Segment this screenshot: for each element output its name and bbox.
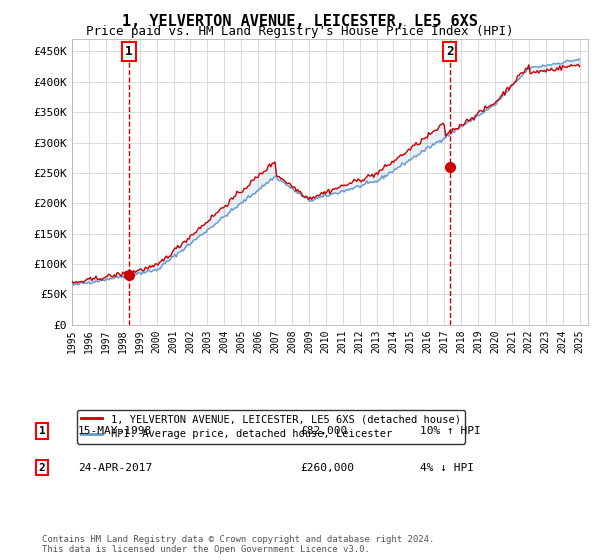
Text: 2: 2	[446, 45, 454, 58]
Text: £260,000: £260,000	[300, 463, 354, 473]
Text: 24-APR-2017: 24-APR-2017	[78, 463, 152, 473]
Legend: 1, YELVERTON AVENUE, LEICESTER, LE5 6XS (detached house), HPI: Average price, de: 1, YELVERTON AVENUE, LEICESTER, LE5 6XS …	[77, 410, 465, 444]
Text: £82,000: £82,000	[300, 426, 347, 436]
Text: 1: 1	[38, 426, 46, 436]
Text: 1: 1	[125, 45, 133, 58]
Text: 10% ↑ HPI: 10% ↑ HPI	[420, 426, 481, 436]
Text: Contains HM Land Registry data © Crown copyright and database right 2024.
This d: Contains HM Land Registry data © Crown c…	[42, 535, 434, 554]
Text: 4% ↓ HPI: 4% ↓ HPI	[420, 463, 474, 473]
Text: Price paid vs. HM Land Registry's House Price Index (HPI): Price paid vs. HM Land Registry's House …	[86, 25, 514, 38]
Text: 1, YELVERTON AVENUE, LEICESTER, LE5 6XS: 1, YELVERTON AVENUE, LEICESTER, LE5 6XS	[122, 14, 478, 29]
Text: 15-MAY-1998: 15-MAY-1998	[78, 426, 152, 436]
Text: 2: 2	[38, 463, 46, 473]
